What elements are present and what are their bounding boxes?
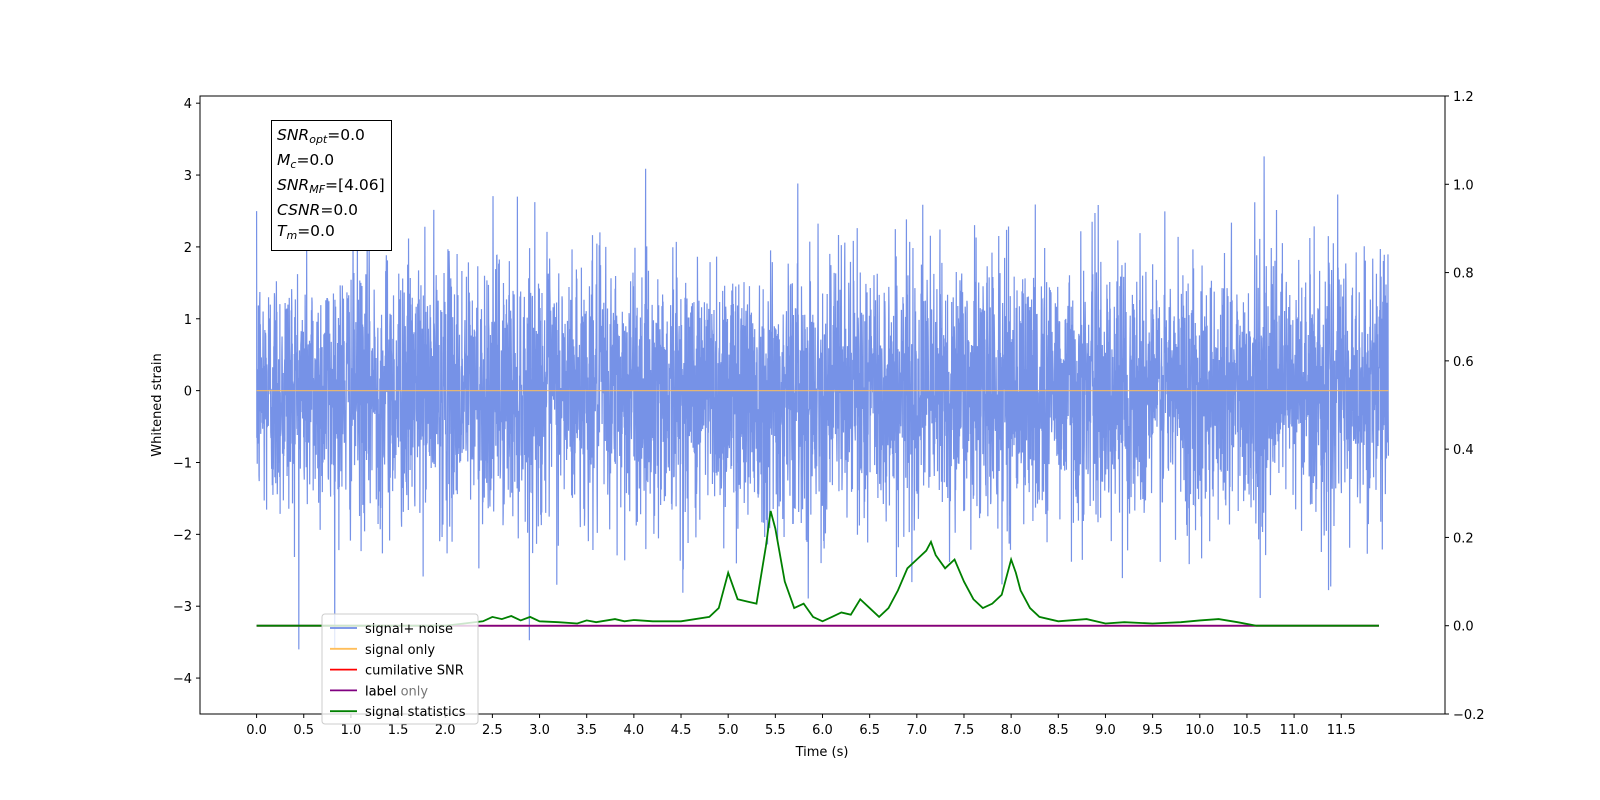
annotation-symbol: SNR: [277, 176, 310, 194]
legend-box: [321, 613, 479, 725]
y-left-tick-label: 0: [184, 385, 192, 400]
x-tick-label: 3.5: [576, 723, 597, 738]
annotation-subscript: c: [290, 158, 297, 171]
annotation-value: =0.0: [296, 151, 335, 169]
legend: signal+ noise signal only cumilative SNR la…: [321, 613, 479, 725]
legend-label: signal+ noise: [365, 622, 453, 637]
legend-label-overlap: label only: [365, 684, 428, 699]
x-axis-title: Time (s): [795, 745, 849, 760]
x-tick-label: 6.5: [859, 723, 880, 738]
annotation-symbol: T: [277, 222, 287, 240]
legend-label: cumilative SNR: [365, 664, 464, 679]
annotation-value: =0.0: [297, 222, 335, 240]
annotation-value: =0.0: [327, 126, 365, 144]
y-right-tick-label: 0.2: [1453, 531, 1474, 546]
x-tick-label: 3.0: [529, 723, 550, 738]
y-right-tick-label: 0.4: [1453, 443, 1474, 458]
annotation-subscript: m: [286, 229, 298, 242]
y-left-tick-label: 1: [184, 313, 192, 328]
x-tick-label: 2.5: [482, 723, 503, 738]
y-left-tick-label: 4: [184, 97, 192, 112]
y-axis-title: Whitened strain: [150, 353, 165, 456]
noise-series-line: [255, 156, 1390, 650]
annotation-line: Mc=0.0: [277, 150, 385, 175]
annotation-line: CSNR=0.0: [277, 200, 385, 221]
y-left-tick-label: −3: [173, 600, 192, 615]
annotation-symbol: CSNR: [277, 201, 321, 219]
x-tick-label: 0.0: [246, 723, 267, 738]
series-layer: [255, 156, 1390, 650]
y-left-tick-label: 3: [184, 169, 192, 184]
x-tick-label: 8.0: [1001, 723, 1022, 738]
annotation-box: SNRopt=0.0 Mc=0.0 SNRMF=[4.06] CSNR=0.0 Tm=0…: [271, 120, 392, 251]
x-tick-label: 1.5: [388, 723, 409, 738]
signal-statistics-line: [256, 510, 1379, 627]
annotation-symbol: SNR: [277, 126, 310, 144]
x-tick-label: 7.0: [906, 723, 927, 738]
y-right-tick-label: 0.0: [1453, 620, 1474, 635]
x-tick-label: 0.5: [293, 723, 314, 738]
x-tick-label: 8.5: [1048, 723, 1069, 738]
y-left-tick-label: 2: [184, 241, 192, 256]
x-tick-label: 11.5: [1327, 723, 1356, 738]
y-right-tick-label: 1.2: [1453, 90, 1474, 105]
x-tick-label: 10.0: [1185, 723, 1214, 738]
y-left-tick-label: −2: [173, 528, 192, 543]
annotation-symbol: M: [277, 151, 291, 169]
x-tick-label: 4.5: [671, 723, 692, 738]
x-tick-label: 11.0: [1280, 723, 1309, 738]
y-left-tick-label: −1: [173, 456, 192, 471]
annotation-subscript: MF: [309, 183, 326, 196]
y-right-tick-label: 0.8: [1453, 267, 1474, 282]
annotation-value: =[4.06]: [325, 176, 385, 194]
x-tick-label: 9.5: [1142, 723, 1163, 738]
annotation-value: =0.0: [320, 201, 358, 219]
x-tick-label: 6.0: [812, 723, 833, 738]
x-tick-label: 10.5: [1232, 723, 1261, 738]
annotation-line: Tm=0.0: [277, 221, 385, 246]
x-tick-label: 1.0: [341, 723, 362, 738]
y-right-tick-label: 0.6: [1453, 355, 1474, 370]
x-tick-label: 9.0: [1095, 723, 1116, 738]
x-tick-label: 4.0: [624, 723, 645, 738]
x-tick-label: 5.5: [765, 723, 786, 738]
annotation-line: SNRMF=[4.06]: [277, 175, 385, 200]
y-left-tick-label: −4: [173, 672, 192, 687]
annotation-line: SNRopt=0.0: [277, 125, 385, 150]
annotation-subscript: opt: [309, 133, 328, 146]
legend-label: signal only: [365, 643, 435, 658]
axes-layer: 0.0 0.5 1.0 1.5 2.0 2.5 3.0 3.5 4.0 4.5 5.0 5.5 6.0 6…: [173, 90, 1485, 738]
x-tick-label: 7.5: [954, 723, 975, 738]
legend-label: label: [365, 684, 396, 699]
y-right-tick-label: −0.2: [1453, 708, 1485, 723]
x-tick-label: 2.0: [435, 723, 456, 738]
y-right-tick-label: 1.0: [1453, 178, 1474, 193]
x-tick-label: 5.0: [718, 723, 739, 738]
legend-label: signal statistics: [365, 705, 466, 720]
